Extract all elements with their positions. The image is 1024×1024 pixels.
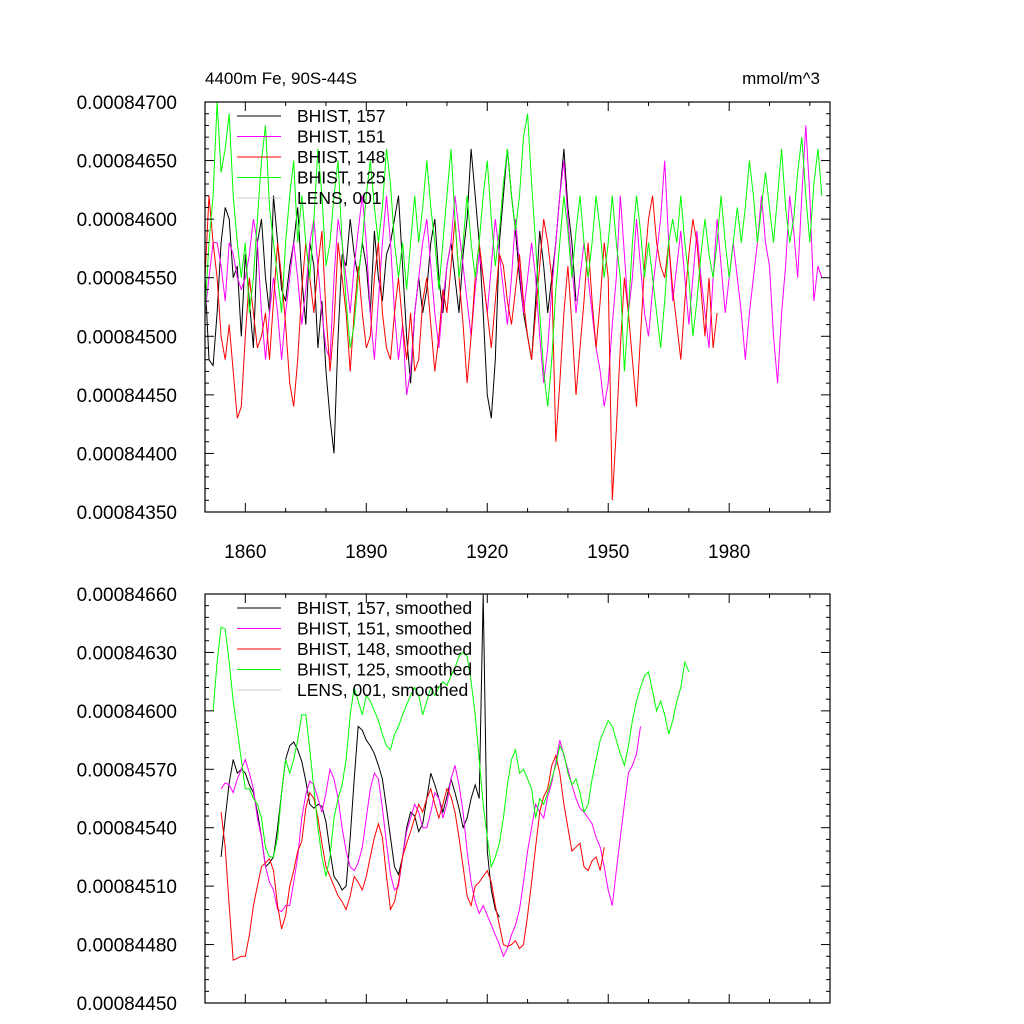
bottom-panel: 0.00084450 0.00084480 0.00084510 0.00084540… bbox=[77, 585, 831, 1015]
top-legend-label: BHIST, 148 bbox=[297, 147, 386, 167]
bottom-y-tick-label: 0.00084450 bbox=[77, 994, 177, 1015]
top-series-line-bhist-151 bbox=[205, 125, 823, 407]
top-y-tick-label: 0.00084500 bbox=[77, 327, 177, 348]
bottom-legend-label: BHIST, 148, smoothed bbox=[297, 639, 472, 659]
top-x-tick-label: 1920 bbox=[466, 542, 508, 563]
bottom-y-tick-label: 0.00084660 bbox=[77, 585, 177, 606]
top-y-tick-label: 0.00084650 bbox=[77, 152, 177, 173]
bottom-plot-frame bbox=[204, 593, 831, 1004]
top-legend-label: BHIST, 151 bbox=[297, 127, 386, 147]
top-y-tick-label: 0.00084600 bbox=[77, 210, 177, 231]
top-y-tick-label: 0.00084700 bbox=[77, 93, 177, 114]
top-x-tick-label: 1860 bbox=[224, 542, 266, 563]
top-y-tick-label: 0.00084550 bbox=[77, 269, 177, 290]
bottom-series-line-bhist-157 bbox=[220, 594, 500, 918]
bottom-legend-label: BHIST, 125, smoothed bbox=[297, 660, 472, 680]
bottom-y-tick-label: 0.00084480 bbox=[77, 936, 177, 957]
bottom-legend-label: BHIST, 157, smoothed bbox=[297, 598, 472, 618]
bottom-series-line-bhist-125 bbox=[212, 626, 690, 877]
bottom-y-tick-label: 0.00084510 bbox=[77, 877, 177, 898]
top-legend-label: LENS, 001 bbox=[297, 188, 382, 208]
top-plot-frame bbox=[204, 101, 831, 513]
top-panel: 4400m Fe, 90S-44S mmol/m^3 0.00084350 0.0… bbox=[77, 69, 831, 563]
top-x-tick-label: 1890 bbox=[345, 542, 387, 563]
top-y-tick-label: 0.00084450 bbox=[77, 386, 177, 407]
bottom-y-tick-label: 0.00084540 bbox=[77, 819, 177, 840]
top-series-line-bhist-125 bbox=[205, 102, 823, 407]
bottom-y-tick-label: 0.00084600 bbox=[77, 702, 177, 723]
top-x-tick-label: 1980 bbox=[708, 542, 750, 563]
bottom-legend-label: BHIST, 151, smoothed bbox=[297, 619, 472, 639]
bottom-legend-label: LENS, 001, smoothed bbox=[297, 680, 468, 700]
top-series-line-bhist-148 bbox=[205, 195, 718, 501]
top-legend-label: BHIST, 125 bbox=[297, 168, 386, 188]
top-panel-title: 4400m Fe, 90S-44S bbox=[205, 69, 357, 88]
top-y-tick-label: 0.00084400 bbox=[77, 444, 177, 465]
top-panel-units: mmol/m^3 bbox=[742, 69, 820, 88]
bottom-y-tick-label: 0.00084630 bbox=[77, 643, 177, 664]
top-legend-label: BHIST, 157 bbox=[297, 106, 386, 126]
top-x-tick-label: 1950 bbox=[587, 542, 629, 563]
top-y-tick-label: 0.00084350 bbox=[77, 503, 177, 524]
bottom-y-tick-label: 0.00084570 bbox=[77, 760, 177, 781]
bottom-series-line-bhist-148 bbox=[220, 754, 605, 961]
